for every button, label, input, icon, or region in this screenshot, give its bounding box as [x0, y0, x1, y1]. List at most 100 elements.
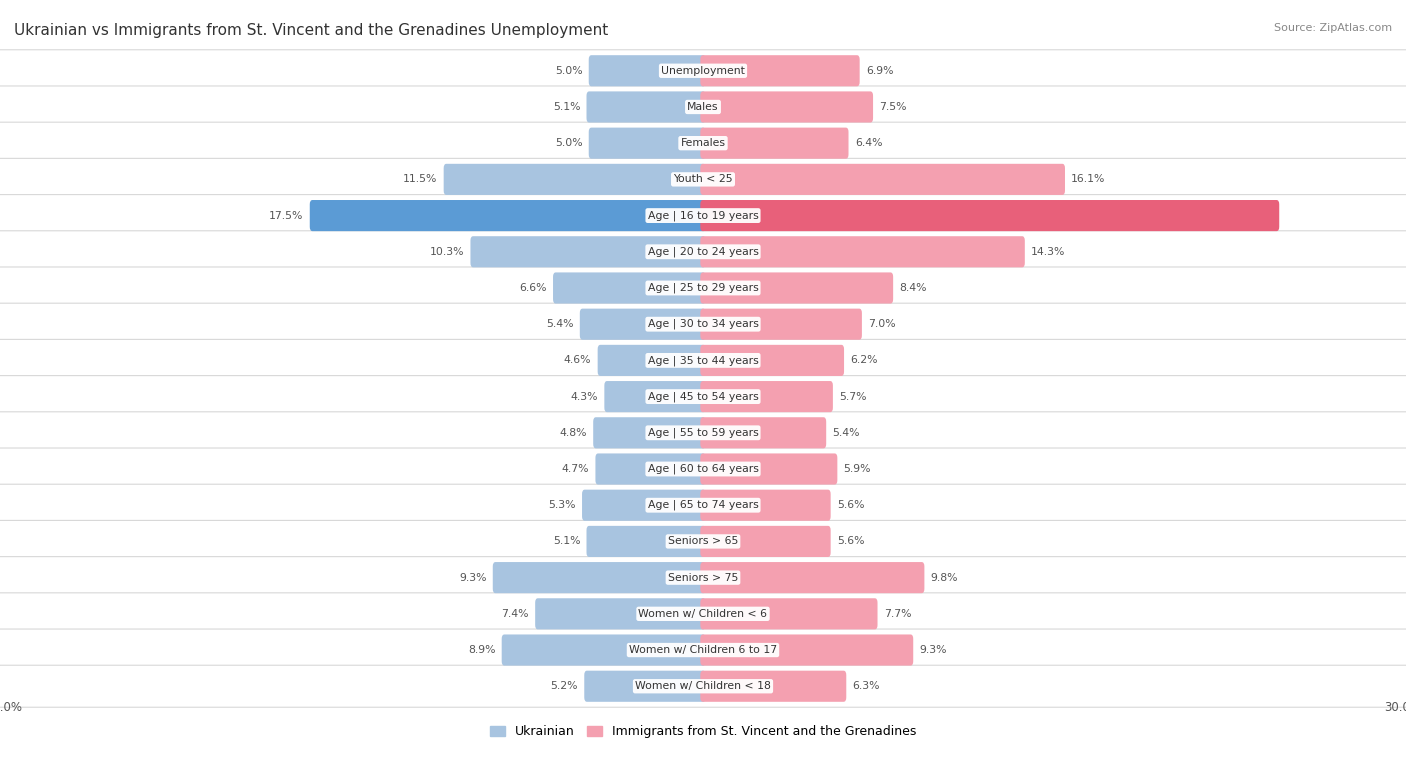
Text: Age | 35 to 44 years: Age | 35 to 44 years — [648, 355, 758, 366]
Text: Age | 20 to 24 years: Age | 20 to 24 years — [648, 247, 758, 257]
Text: 6.3%: 6.3% — [852, 681, 880, 691]
FancyBboxPatch shape — [536, 598, 706, 629]
Text: 7.5%: 7.5% — [879, 102, 907, 112]
FancyBboxPatch shape — [700, 381, 832, 412]
FancyBboxPatch shape — [700, 273, 893, 304]
FancyBboxPatch shape — [0, 556, 1406, 599]
Text: 16.1%: 16.1% — [1071, 174, 1105, 185]
FancyBboxPatch shape — [700, 236, 1025, 267]
FancyBboxPatch shape — [0, 520, 1406, 562]
Text: 8.9%: 8.9% — [468, 645, 495, 655]
Text: 5.0%: 5.0% — [555, 139, 582, 148]
FancyBboxPatch shape — [700, 526, 831, 557]
FancyBboxPatch shape — [700, 164, 1064, 195]
Text: 5.2%: 5.2% — [551, 681, 578, 691]
Legend: Ukrainian, Immigrants from St. Vincent and the Grenadines: Ukrainian, Immigrants from St. Vincent a… — [485, 720, 921, 743]
FancyBboxPatch shape — [700, 562, 924, 593]
Text: 7.7%: 7.7% — [884, 609, 911, 618]
FancyBboxPatch shape — [0, 375, 1406, 418]
Text: 5.3%: 5.3% — [548, 500, 576, 510]
FancyBboxPatch shape — [700, 453, 838, 484]
Text: 4.8%: 4.8% — [560, 428, 586, 438]
Text: Age | 45 to 54 years: Age | 45 to 54 years — [648, 391, 758, 402]
Text: Age | 25 to 29 years: Age | 25 to 29 years — [648, 282, 758, 293]
FancyBboxPatch shape — [700, 92, 873, 123]
Text: 7.0%: 7.0% — [868, 319, 896, 329]
FancyBboxPatch shape — [700, 55, 859, 86]
Text: Women w/ Children < 6: Women w/ Children < 6 — [638, 609, 768, 618]
FancyBboxPatch shape — [0, 267, 1406, 309]
Text: 25.7%: 25.7% — [1285, 210, 1323, 220]
FancyBboxPatch shape — [444, 164, 706, 195]
Text: Seniors > 75: Seniors > 75 — [668, 572, 738, 583]
Text: 10.3%: 10.3% — [430, 247, 464, 257]
FancyBboxPatch shape — [502, 634, 706, 665]
FancyBboxPatch shape — [585, 671, 706, 702]
FancyBboxPatch shape — [0, 484, 1406, 526]
FancyBboxPatch shape — [700, 309, 862, 340]
FancyBboxPatch shape — [492, 562, 706, 593]
Text: 30.0%: 30.0% — [0, 702, 22, 715]
Text: 6.4%: 6.4% — [855, 139, 882, 148]
FancyBboxPatch shape — [0, 593, 1406, 635]
Text: 5.7%: 5.7% — [839, 391, 866, 402]
Text: 6.2%: 6.2% — [851, 355, 877, 366]
Text: 5.1%: 5.1% — [553, 537, 581, 547]
FancyBboxPatch shape — [700, 671, 846, 702]
Text: 8.4%: 8.4% — [900, 283, 927, 293]
Text: 5.4%: 5.4% — [546, 319, 574, 329]
Text: Unemployment: Unemployment — [661, 66, 745, 76]
Text: Age | 55 to 59 years: Age | 55 to 59 years — [648, 428, 758, 438]
Text: Age | 65 to 74 years: Age | 65 to 74 years — [648, 500, 758, 510]
FancyBboxPatch shape — [0, 412, 1406, 453]
Text: 11.5%: 11.5% — [404, 174, 437, 185]
FancyBboxPatch shape — [0, 665, 1406, 707]
Text: Women w/ Children < 18: Women w/ Children < 18 — [636, 681, 770, 691]
Text: 5.6%: 5.6% — [837, 537, 865, 547]
Text: 6.9%: 6.9% — [866, 66, 893, 76]
FancyBboxPatch shape — [700, 490, 831, 521]
Text: 9.3%: 9.3% — [458, 572, 486, 583]
FancyBboxPatch shape — [595, 453, 706, 484]
FancyBboxPatch shape — [0, 122, 1406, 164]
FancyBboxPatch shape — [700, 128, 848, 159]
FancyBboxPatch shape — [700, 598, 877, 629]
Text: 5.9%: 5.9% — [844, 464, 872, 474]
Text: 6.6%: 6.6% — [519, 283, 547, 293]
FancyBboxPatch shape — [0, 86, 1406, 128]
FancyBboxPatch shape — [700, 345, 844, 376]
Text: Ukrainian vs Immigrants from St. Vincent and the Grenadines Unemployment: Ukrainian vs Immigrants from St. Vincent… — [14, 23, 609, 38]
FancyBboxPatch shape — [0, 629, 1406, 671]
Text: Age | 16 to 19 years: Age | 16 to 19 years — [648, 210, 758, 221]
FancyBboxPatch shape — [586, 92, 706, 123]
Text: Women w/ Children 6 to 17: Women w/ Children 6 to 17 — [628, 645, 778, 655]
Text: Seniors > 65: Seniors > 65 — [668, 537, 738, 547]
Text: Youth < 25: Youth < 25 — [673, 174, 733, 185]
FancyBboxPatch shape — [0, 304, 1406, 345]
FancyBboxPatch shape — [700, 200, 1279, 231]
Text: 4.6%: 4.6% — [564, 355, 592, 366]
Text: 14.3%: 14.3% — [1031, 247, 1066, 257]
FancyBboxPatch shape — [579, 309, 706, 340]
Text: Source: ZipAtlas.com: Source: ZipAtlas.com — [1274, 23, 1392, 33]
FancyBboxPatch shape — [589, 128, 706, 159]
Text: 9.8%: 9.8% — [931, 572, 957, 583]
Text: 4.3%: 4.3% — [571, 391, 598, 402]
Text: 17.5%: 17.5% — [269, 210, 304, 220]
Text: Females: Females — [681, 139, 725, 148]
FancyBboxPatch shape — [700, 634, 914, 665]
FancyBboxPatch shape — [593, 417, 706, 448]
Text: Age | 60 to 64 years: Age | 60 to 64 years — [648, 464, 758, 475]
FancyBboxPatch shape — [471, 236, 706, 267]
Text: Age | 30 to 34 years: Age | 30 to 34 years — [648, 319, 758, 329]
Text: 5.0%: 5.0% — [555, 66, 582, 76]
Text: 5.4%: 5.4% — [832, 428, 860, 438]
FancyBboxPatch shape — [605, 381, 706, 412]
Text: 7.4%: 7.4% — [502, 609, 529, 618]
FancyBboxPatch shape — [0, 158, 1406, 201]
Text: 30.0%: 30.0% — [1384, 702, 1406, 715]
FancyBboxPatch shape — [0, 339, 1406, 382]
FancyBboxPatch shape — [700, 417, 827, 448]
FancyBboxPatch shape — [586, 526, 706, 557]
FancyBboxPatch shape — [0, 50, 1406, 92]
